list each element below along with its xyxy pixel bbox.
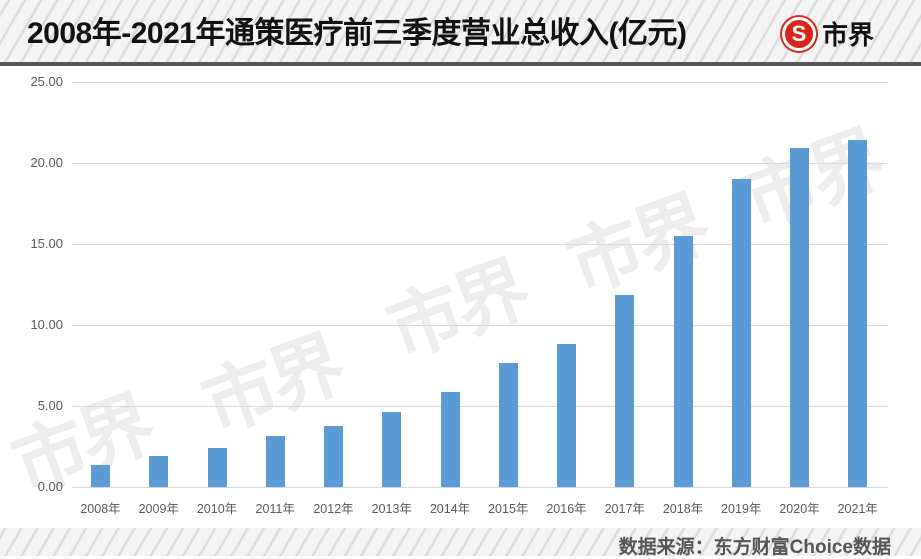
bar-2017 bbox=[615, 295, 635, 487]
x-tick-label: 2017年 bbox=[604, 502, 645, 516]
watermark: 市界 bbox=[731, 116, 893, 245]
logo-s-icon: S bbox=[782, 16, 816, 51]
bar-2008 bbox=[91, 464, 110, 487]
x-tick-label: 2016年 bbox=[546, 502, 587, 516]
bar-2009 bbox=[149, 455, 169, 487]
x-tick-label: 2010年 bbox=[196, 502, 238, 516]
bar-2010 bbox=[207, 447, 227, 487]
header-divider bbox=[0, 62, 921, 66]
x-tick-label: 2012年 bbox=[313, 502, 354, 516]
x-tick-label: 2015年 bbox=[488, 502, 529, 516]
y-tick-label: 20.00 bbox=[30, 154, 63, 170]
x-tick-label: 2013年 bbox=[371, 502, 412, 516]
bar-2020 bbox=[790, 148, 809, 487]
x-tick-label: 2008年 bbox=[80, 502, 121, 516]
gridline bbox=[72, 324, 888, 326]
y-tick-label: 15.00 bbox=[30, 235, 63, 251]
bar-2015 bbox=[498, 362, 518, 487]
x-tick-label: 2019年 bbox=[721, 502, 762, 516]
gridline bbox=[72, 405, 888, 407]
bar-2013 bbox=[382, 412, 402, 487]
plot-area: 市界 市界 市界 市界 市界 0.00 5.00 10.00 15.00 20.00 25… bbox=[0, 66, 921, 528]
watermark: 市界 bbox=[376, 246, 538, 375]
gridline bbox=[72, 81, 888, 83]
gridline bbox=[72, 243, 888, 245]
bar-2019 bbox=[731, 179, 751, 487]
data-source: 数据来源：东方财富Choice数据 bbox=[618, 537, 891, 558]
x-tick-label: 2021年 bbox=[837, 502, 878, 516]
x-tick-label: 2020年 bbox=[779, 502, 820, 516]
bar-2011 bbox=[265, 435, 285, 487]
x-tick-label: 2018年 bbox=[662, 502, 704, 516]
bar-2021 bbox=[848, 140, 868, 487]
x-tick-label: 2009年 bbox=[138, 502, 179, 516]
chart-title: 2008年-2021年通策医疗前三季度营业总收入(亿元) bbox=[27, 17, 687, 50]
gridline bbox=[72, 486, 888, 488]
bar-2012 bbox=[324, 425, 343, 487]
bar-2016 bbox=[557, 343, 576, 487]
bar-2014 bbox=[440, 391, 460, 487]
y-tick-label: 10.00 bbox=[30, 316, 63, 332]
logo-text: 市界 bbox=[822, 21, 875, 51]
bar-2018 bbox=[673, 236, 693, 487]
y-tick-label: 25.00 bbox=[30, 73, 63, 89]
x-tick-label: 2011年 bbox=[255, 502, 295, 516]
y-tick-label: 5.00 bbox=[37, 397, 63, 413]
gridline bbox=[72, 162, 888, 164]
watermark: 市界 bbox=[556, 181, 718, 310]
footer-banner bbox=[0, 528, 921, 556]
header-banner: 2008年-2021年通策医疗前三季度营业总收入(亿元) S 市界 bbox=[0, 0, 921, 62]
brand-logo: S 市界 bbox=[782, 15, 874, 52]
x-tick-label: 2014年 bbox=[429, 502, 471, 516]
y-tick-label: 0.00 bbox=[37, 478, 63, 494]
